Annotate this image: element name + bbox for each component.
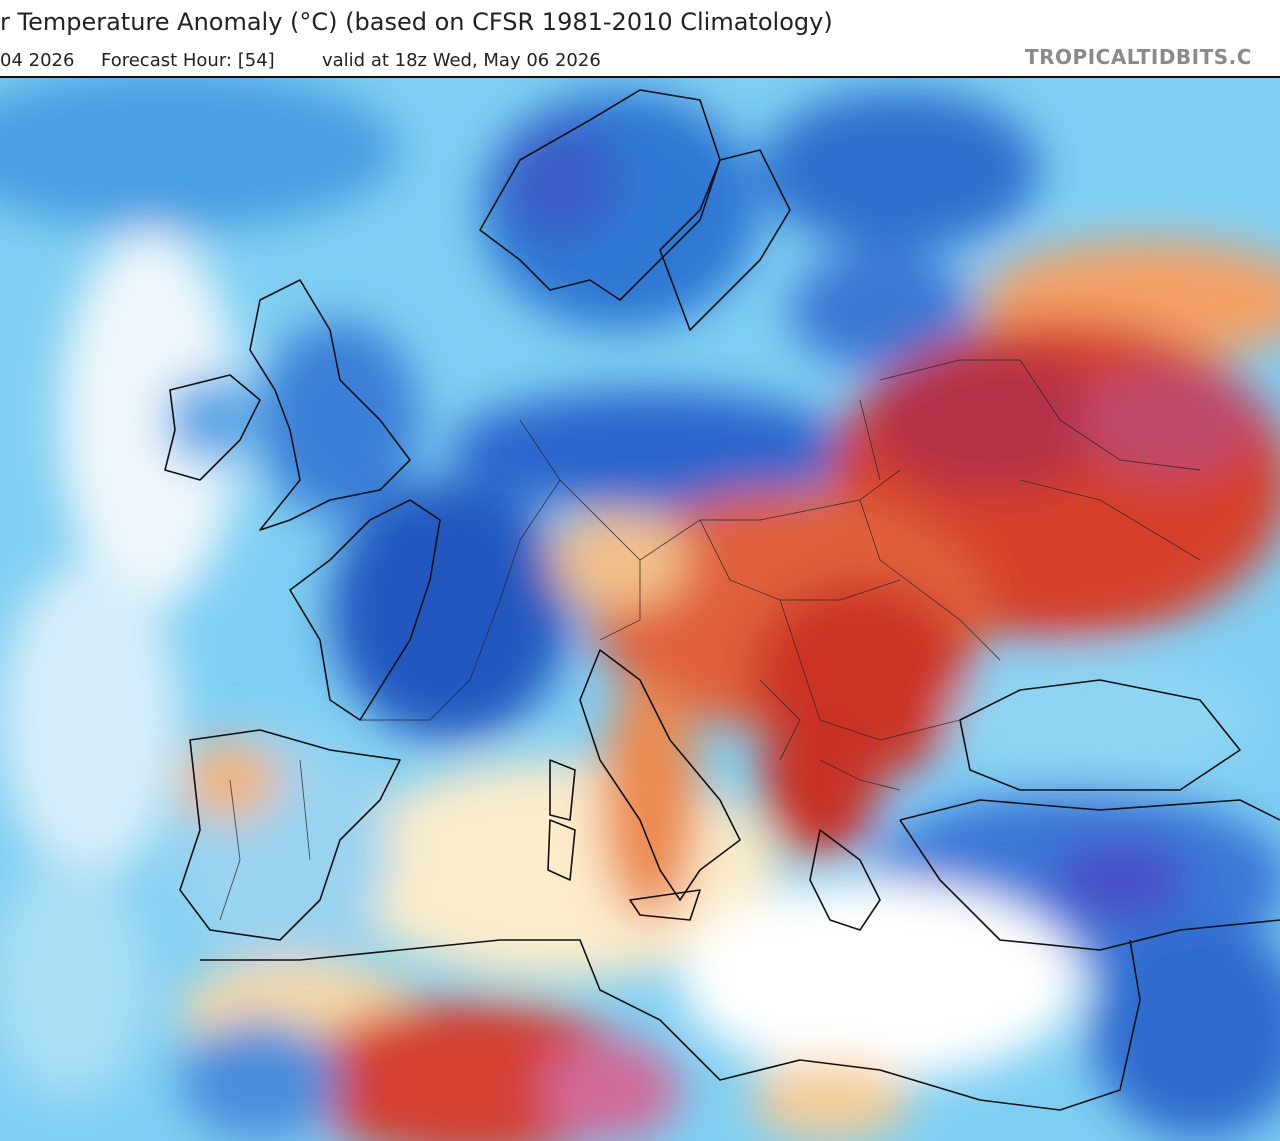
coastline bbox=[899, 799, 1280, 951]
anomaly-blob bbox=[60, 230, 240, 610]
anomaly-blob bbox=[1050, 840, 1190, 920]
anomaly-map bbox=[0, 78, 1280, 1141]
anomaly-blob bbox=[0, 860, 150, 1100]
borders bbox=[219, 359, 1201, 921]
header-bar bbox=[0, 0, 1280, 78]
anomaly-blob bbox=[950, 660, 1250, 780]
coastline bbox=[809, 829, 881, 931]
anomaly-blob bbox=[1090, 920, 1280, 1140]
anomaly-blob bbox=[330, 480, 570, 740]
coastline bbox=[659, 149, 791, 331]
anomaly-blob bbox=[0, 560, 180, 880]
watermark: TROPICALTIDBITS.C bbox=[1025, 45, 1252, 69]
anomaly-blob bbox=[500, 120, 620, 240]
coastline bbox=[479, 89, 721, 301]
anomaly-blob bbox=[600, 680, 700, 920]
coastline bbox=[959, 679, 1241, 791]
anomaly-blob bbox=[680, 880, 1080, 1080]
anomaly-blob bbox=[870, 350, 1110, 490]
anomaly-blob bbox=[260, 320, 420, 520]
coastline bbox=[179, 729, 401, 941]
coastline bbox=[547, 759, 576, 881]
coastline bbox=[164, 374, 261, 481]
forecast-hour: Forecast Hour: [54] bbox=[101, 50, 275, 71]
border bbox=[360, 359, 1201, 741]
anomaly-blob bbox=[550, 510, 690, 610]
coastline bbox=[629, 889, 701, 921]
init-date: 04 2026 bbox=[0, 50, 74, 71]
coastline bbox=[200, 939, 1141, 1111]
anomaly-blob bbox=[540, 1040, 680, 1140]
coastlines bbox=[164, 89, 1280, 1111]
valid-time: valid at 18z Wed, May 06 2026 bbox=[322, 50, 601, 71]
anomaly-blob bbox=[450, 390, 850, 510]
anomaly-blob bbox=[760, 700, 880, 860]
anomaly-blob bbox=[180, 1020, 340, 1140]
coastline bbox=[289, 499, 441, 721]
map-title: r Temperature Anomaly (°C) (based on CFS… bbox=[0, 8, 833, 36]
anomaly-blob bbox=[750, 1060, 910, 1140]
anomaly-field bbox=[0, 78, 1280, 1141]
coastline bbox=[579, 649, 741, 901]
anomaly-blob bbox=[165, 375, 255, 465]
anomaly-blob bbox=[1080, 360, 1260, 480]
border bbox=[219, 679, 901, 921]
anomaly-blob bbox=[0, 78, 400, 230]
anomaly-blob bbox=[760, 90, 1040, 250]
coastline bbox=[249, 279, 411, 531]
anomaly-blob bbox=[790, 250, 970, 370]
